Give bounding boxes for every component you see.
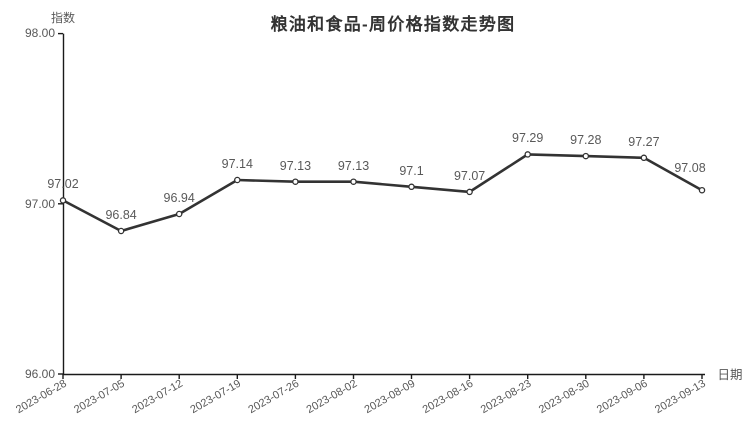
svg-text:97.29: 97.29 [512,131,543,145]
svg-text:97.13: 97.13 [280,159,311,173]
svg-text:2023-07-12: 2023-07-12 [130,378,185,417]
svg-text:97.08: 97.08 [674,161,705,175]
svg-text:97.02: 97.02 [47,177,78,191]
svg-text:2023-09-13: 2023-09-13 [653,378,708,417]
svg-text:98.00: 98.00 [25,26,55,40]
svg-text:97.13: 97.13 [338,159,369,173]
svg-text:97.1: 97.1 [399,164,423,178]
svg-text:96.00: 96.00 [25,367,55,381]
svg-text:日期: 日期 [717,368,742,382]
svg-text:指数: 指数 [51,10,75,25]
svg-text:97.07: 97.07 [454,169,485,183]
svg-text:96.94: 96.94 [164,191,195,205]
svg-text:2023-08-16: 2023-08-16 [421,378,476,417]
svg-text:2023-08-30: 2023-08-30 [537,378,592,417]
svg-text:2023-08-23: 2023-08-23 [479,378,534,417]
svg-text:96.84: 96.84 [105,208,136,222]
svg-text:2023-08-09: 2023-08-09 [363,378,418,417]
svg-text:97.28: 97.28 [570,133,601,147]
svg-text:2023-06-28: 2023-06-28 [14,378,69,417]
svg-text:2023-08-02: 2023-08-02 [305,378,360,417]
svg-text:97.00: 97.00 [25,197,55,211]
svg-text:97.27: 97.27 [628,135,659,149]
svg-text:2023-09-06: 2023-09-06 [595,378,650,417]
svg-text:2023-07-05: 2023-07-05 [72,378,127,417]
svg-text:97.14: 97.14 [222,157,253,171]
svg-text:2023-07-19: 2023-07-19 [188,378,243,417]
svg-text:2023-07-26: 2023-07-26 [246,378,301,417]
